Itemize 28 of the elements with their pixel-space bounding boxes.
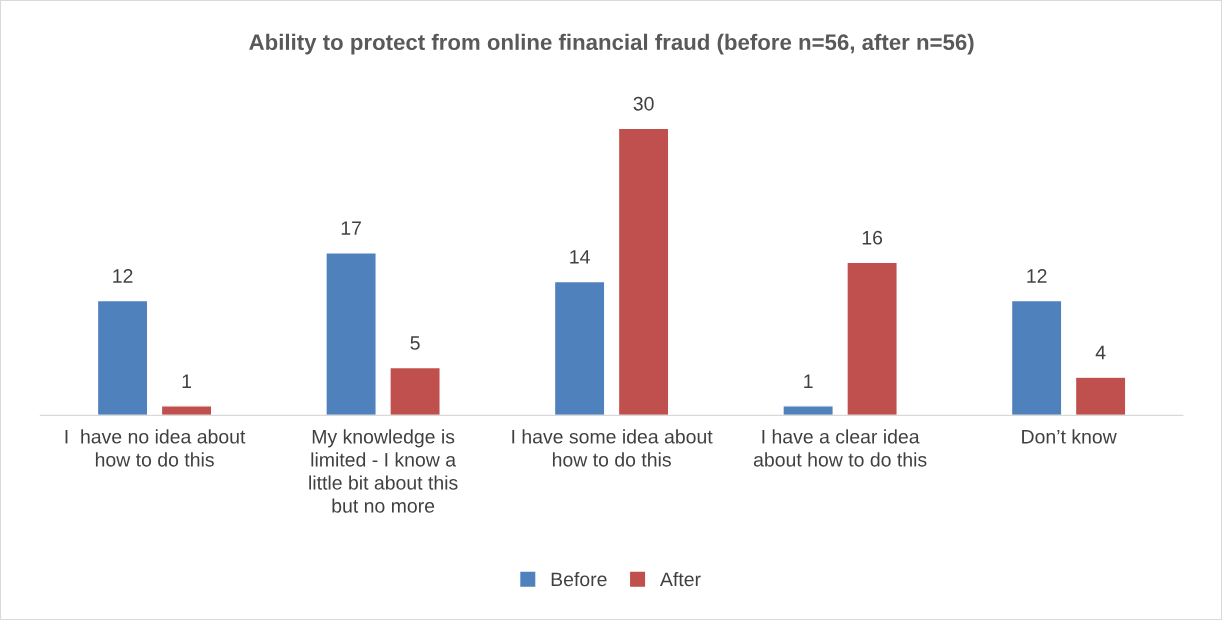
chart-title: Ability to protect from online financial fraud (before n=56, after n=56) (249, 33, 974, 55)
data-label: 14 (570, 250, 590, 264)
legend-label: Before (551, 572, 607, 587)
data-label: 4 (1095, 345, 1106, 360)
data-label: 17 (341, 221, 361, 235)
data-label: 30 (633, 96, 654, 111)
data-label: 1 (804, 374, 813, 388)
bar (96, 299, 149, 416)
x-tick-label: Don’t know (1022, 429, 1117, 444)
bar (1010, 299, 1063, 416)
x-tick-label: I have a clear idea about how to do this (753, 429, 927, 467)
bar (846, 261, 898, 416)
bar (553, 280, 606, 416)
data-label: 1 (182, 374, 192, 388)
data-label: 12 (113, 269, 133, 283)
data-label: 12 (1027, 269, 1047, 283)
x-tick-label: I have some idea about how to do this (512, 429, 713, 467)
bar (1074, 376, 1127, 416)
bar (160, 405, 213, 416)
data-label: 5 (410, 336, 420, 350)
bar (389, 366, 441, 416)
bar (325, 252, 377, 416)
bar (782, 405, 834, 416)
legend-label: After (659, 572, 701, 587)
bar (617, 127, 670, 416)
x-tick-label: My knowledge is limited - I know a little bit about this but no more (309, 429, 458, 513)
data-label: 16 (862, 230, 883, 245)
x-tick-label: I have no idea about how to do this (65, 429, 246, 467)
